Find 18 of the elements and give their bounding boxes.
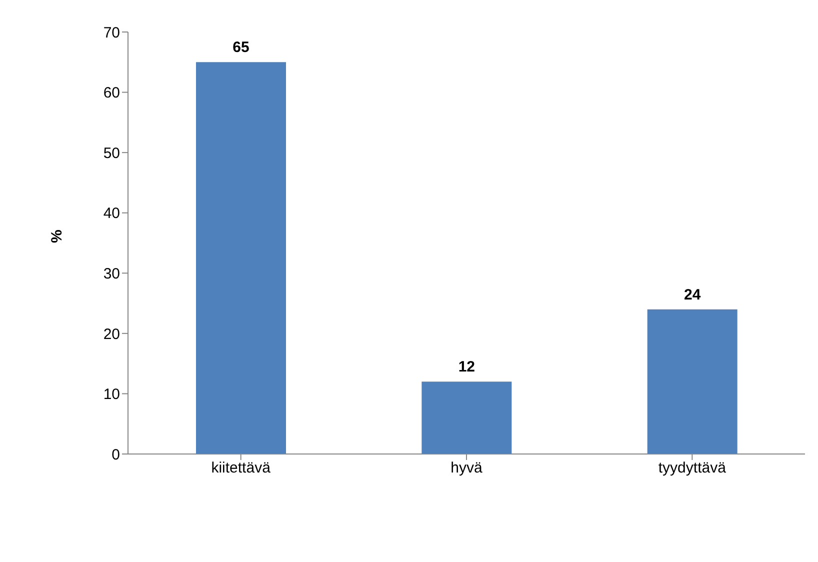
y-tick-label: 20	[103, 326, 120, 343]
bar	[422, 382, 512, 454]
y-tick-label: 40	[103, 205, 120, 222]
y-tick-label: 60	[103, 84, 120, 102]
y-tick-label: 10	[103, 386, 120, 404]
x-tick-label: hyvä	[450, 460, 483, 477]
y-tick-label: 30	[103, 265, 120, 282]
y-axis-title: %	[48, 230, 66, 243]
data-label: 12	[458, 358, 476, 376]
bar	[196, 62, 286, 454]
y-tick-label: 50	[103, 144, 120, 162]
bar	[647, 309, 738, 454]
y-tick-label: 70	[103, 24, 120, 42]
data-label: 24	[684, 286, 702, 304]
data-label: 65	[232, 39, 250, 56]
x-tick-label: tyydyttävä	[658, 460, 727, 477]
x-tick-label: kiitettävä	[211, 460, 272, 477]
y-tick-label: 0	[112, 446, 120, 464]
